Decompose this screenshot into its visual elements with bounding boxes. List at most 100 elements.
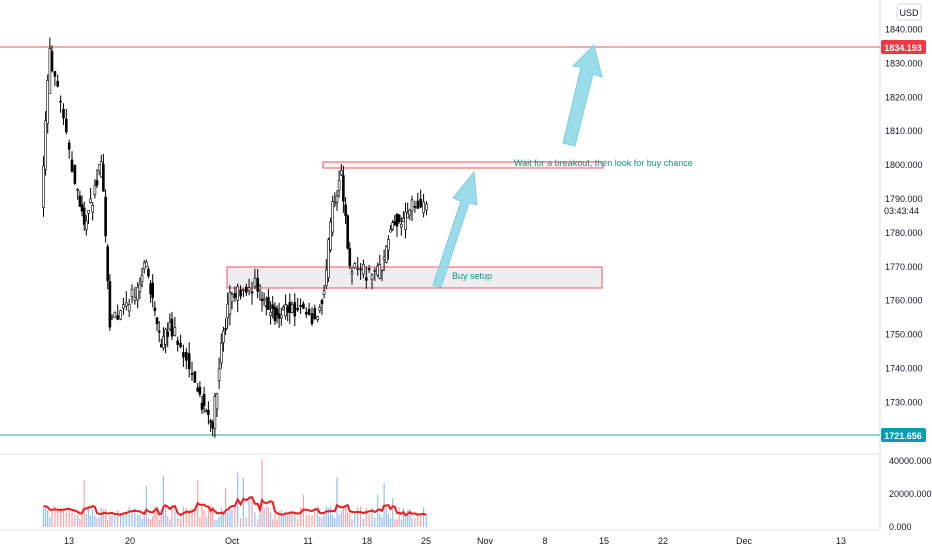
candle-body	[151, 282, 154, 298]
volume-bar	[134, 508, 136, 527]
candle-body	[277, 313, 281, 319]
candle-body	[106, 246, 109, 282]
candle-body	[136, 286, 139, 301]
candle-body	[87, 210, 90, 214]
candle-body	[370, 274, 374, 280]
bar-countdown: 03:43:44	[884, 206, 919, 216]
candle-body	[408, 209, 412, 216]
candle-body	[279, 314, 283, 319]
volume-bar	[57, 510, 59, 527]
candle-body	[382, 256, 386, 260]
candle-body	[242, 289, 245, 291]
price-pane[interactable]	[0, 0, 880, 452]
candle-body	[380, 269, 384, 272]
volume-bar	[92, 509, 94, 527]
candle-body	[46, 80, 50, 124]
candle-body	[65, 118, 68, 133]
volume-bar	[347, 512, 349, 527]
volume-bar	[145, 485, 147, 527]
time-tick-label: 20	[125, 536, 135, 546]
volume-bar	[414, 517, 416, 527]
volume-bar	[174, 511, 176, 527]
candle-body	[202, 393, 206, 407]
volume-bar	[248, 495, 250, 527]
currency-badge[interactable]	[896, 3, 922, 21]
time-axis[interactable]: 13 20 Oct 11 18 25 Nov 8 15 22 Dec 13	[64, 536, 846, 546]
candle-body	[373, 270, 377, 272]
target-arrow[interactable]	[562, 44, 603, 147]
candle-body	[97, 164, 101, 172]
volume-bar	[340, 511, 342, 527]
volume-bar	[125, 512, 127, 527]
candle-body	[376, 265, 380, 276]
breakout-zone[interactable]	[322, 161, 604, 169]
volume-bar	[374, 517, 376, 527]
volume-bar	[297, 518, 299, 527]
candle-body	[413, 206, 417, 208]
candle-body	[127, 303, 131, 312]
volume-bar	[371, 507, 373, 527]
volume-bar	[276, 519, 278, 527]
candle-body	[226, 303, 229, 319]
volume-bar	[100, 508, 102, 527]
candle-body	[293, 302, 297, 317]
volume-bar	[77, 514, 79, 527]
volume-bar	[242, 478, 244, 527]
candle-body	[247, 287, 251, 292]
volume-bar	[334, 518, 336, 527]
candle-body	[217, 368, 221, 381]
candle-body	[56, 80, 60, 87]
volume-bar	[323, 512, 325, 527]
volume-bar	[150, 519, 152, 527]
time-tick-label: Oct	[225, 536, 240, 546]
candle-body	[335, 195, 339, 203]
candle-body	[50, 51, 54, 72]
candle-body	[284, 304, 287, 317]
price-axis[interactable]: 1840.000 1830.000 1820.000 1810.000 1800.000…	[885, 25, 923, 408]
volume-bar	[305, 514, 307, 527]
candle-body	[187, 353, 191, 370]
candle-body	[302, 303, 305, 309]
price-tick-label: 1840.000	[885, 25, 923, 35]
price-tick-label: 1770.000	[885, 262, 923, 272]
volume-axis[interactable]: 40000.000 20000.000 0.000	[889, 456, 932, 532]
candle-body	[331, 201, 335, 233]
volume-bar	[54, 506, 56, 527]
candle-body	[282, 307, 285, 311]
buy-setup-zone[interactable]	[226, 266, 603, 289]
price-tick-label: 1800.000	[885, 160, 923, 170]
candle-body	[299, 304, 302, 307]
candle-body	[78, 195, 82, 207]
candle-body	[104, 196, 107, 237]
volume-bar	[345, 506, 347, 527]
volume-bar	[327, 507, 329, 527]
volume-bar	[94, 515, 96, 527]
candle-body	[296, 307, 300, 311]
volume-bar	[336, 477, 338, 527]
candles	[42, 37, 428, 438]
volume-bar	[287, 516, 289, 527]
volume-bar	[342, 508, 344, 527]
candle-body	[256, 277, 260, 292]
candle-body	[350, 271, 354, 274]
volume-bar	[338, 514, 340, 527]
volume-bar	[199, 516, 201, 527]
volume-bar	[278, 510, 280, 527]
candle-body	[42, 165, 45, 208]
volume-bar	[194, 507, 196, 527]
candle-body	[307, 308, 311, 315]
volume-bar	[152, 516, 154, 527]
volume-bar	[407, 510, 409, 527]
support-price-value: 1721.656	[884, 431, 922, 441]
volume-bar	[257, 519, 259, 527]
candle-body	[190, 373, 194, 375]
candle-body	[205, 410, 208, 413]
price-tick-label: 1750.000	[885, 330, 923, 340]
candle-body	[337, 180, 341, 191]
volume-bar	[98, 517, 100, 527]
volume-bar	[122, 512, 124, 527]
breakout-arrow[interactable]	[432, 170, 478, 288]
volume-bar	[300, 507, 302, 527]
candle-body	[253, 277, 257, 287]
